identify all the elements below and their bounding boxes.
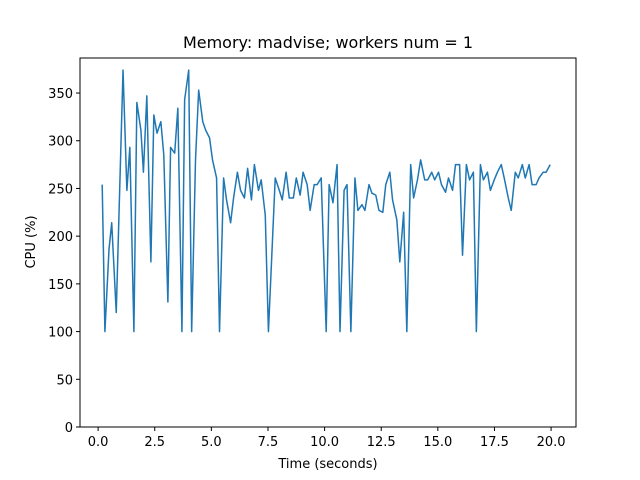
data-line [101, 69, 551, 333]
y-tick-label: 100 [48, 326, 73, 341]
y-tick-label: 300 [48, 135, 73, 150]
x-tick-label: 20.0 [537, 435, 566, 450]
x-tick-label: 12.5 [367, 435, 396, 450]
x-tick-label: 10.0 [310, 435, 339, 450]
x-tick-label: 15.0 [423, 435, 452, 450]
x-tick-label: 0.0 [88, 435, 109, 450]
y-tick-label: 0 [65, 421, 73, 436]
y-tick-label: 200 [48, 230, 73, 245]
y-axis-label: CPU (%) [24, 215, 39, 268]
x-axis-label: Time (seconds) [277, 457, 377, 472]
x-tick-label: 7.5 [258, 435, 279, 450]
x-tick-label: 17.5 [480, 435, 509, 450]
x-tick-label: 5.0 [201, 435, 222, 450]
y-tick-label: 350 [48, 87, 73, 102]
chart-title: Memory: madvise; workers num = 1 [183, 33, 473, 52]
y-tick-label: 50 [56, 373, 73, 388]
x-tick-label: 2.5 [144, 435, 165, 450]
y-tick-label: 250 [48, 182, 73, 197]
plot-frame [79, 57, 577, 428]
y-tick-label: 150 [48, 278, 73, 293]
